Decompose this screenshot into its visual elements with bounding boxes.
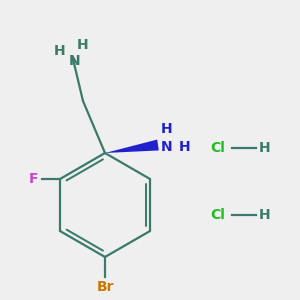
Text: F: F [29,172,39,186]
Text: H: H [77,38,89,52]
Text: H: H [54,44,66,58]
Text: Cl: Cl [210,208,225,222]
Text: H: H [179,140,191,154]
Text: N: N [161,140,173,154]
Text: H: H [259,141,271,155]
Text: N: N [69,54,81,68]
Text: Cl: Cl [210,141,225,155]
Text: H: H [259,208,271,222]
Text: Br: Br [96,280,114,294]
Text: H: H [161,122,173,136]
Polygon shape [105,140,159,153]
